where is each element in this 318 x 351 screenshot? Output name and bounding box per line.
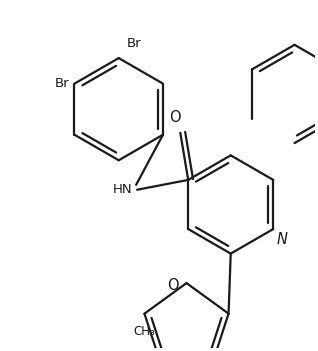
Text: Br: Br bbox=[127, 37, 141, 50]
Text: HN: HN bbox=[113, 183, 132, 196]
Text: N: N bbox=[276, 232, 287, 247]
Text: O: O bbox=[167, 278, 179, 292]
Text: O: O bbox=[169, 110, 181, 125]
Text: Br: Br bbox=[55, 77, 70, 90]
Text: CH₃: CH₃ bbox=[134, 325, 155, 338]
